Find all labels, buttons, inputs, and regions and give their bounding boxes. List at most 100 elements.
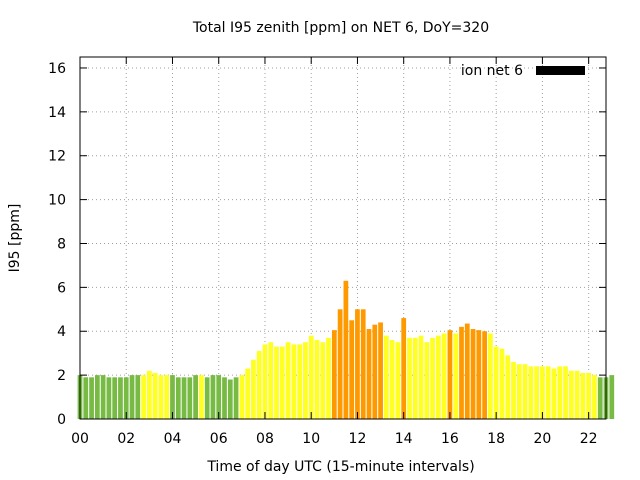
x-tick-label: 08 [256, 431, 274, 447]
bar [94, 375, 100, 419]
bar [227, 379, 233, 419]
bar [251, 359, 256, 419]
bar [303, 342, 308, 419]
bar [574, 370, 580, 419]
bar [89, 377, 94, 419]
plot-frame [79, 56, 607, 420]
bar [337, 309, 343, 419]
chart-title: Total I95 zenith [ppm] on NET 6, DoY=320 [192, 20, 489, 36]
bar [395, 342, 401, 419]
x-tick-label: 16 [441, 431, 459, 447]
bar [511, 361, 516, 419]
x-tick-label: 06 [210, 431, 228, 447]
bar [447, 330, 453, 419]
x-tick-label: 18 [487, 431, 505, 447]
bar [129, 375, 135, 419]
bar [441, 333, 447, 419]
bar [418, 335, 424, 419]
y-tick-label: 2 [57, 368, 66, 384]
bar [412, 337, 418, 419]
bar [493, 346, 499, 419]
bar [268, 342, 274, 419]
bar [389, 340, 395, 419]
bar [401, 318, 407, 419]
x-axis-label: Time of day UTC (15-minute intervals) [206, 459, 474, 475]
bar [459, 326, 464, 419]
bar [106, 377, 112, 419]
legend-swatch [536, 66, 585, 75]
bar [210, 375, 216, 419]
bar [551, 368, 557, 419]
bar [245, 368, 250, 419]
bar [528, 366, 534, 419]
bar [193, 375, 198, 419]
legend-label: ion net 6 [461, 63, 523, 79]
y-tick-label: 4 [57, 324, 66, 340]
bar [470, 329, 476, 419]
legend: ion net 6 [461, 63, 585, 79]
bar [222, 377, 227, 419]
bar [499, 348, 505, 419]
bar [453, 333, 459, 419]
x-tick-label: 12 [349, 431, 367, 447]
bar [580, 372, 586, 419]
bar [100, 375, 106, 419]
bar [545, 366, 551, 419]
bar [233, 377, 239, 419]
bar [609, 375, 615, 419]
bar [516, 364, 522, 419]
bar-series [77, 280, 615, 419]
bar [256, 350, 262, 419]
bar [482, 331, 487, 419]
bar [436, 335, 441, 419]
bar [597, 377, 603, 419]
bar [378, 322, 383, 419]
bar [505, 355, 511, 419]
y-axis-label: I95 [ppm] [7, 204, 23, 273]
bar [534, 366, 540, 419]
bar [343, 280, 349, 419]
bar [274, 346, 279, 419]
bar [83, 377, 89, 419]
bar [424, 342, 430, 419]
bar [297, 344, 303, 419]
x-tick-label: 04 [164, 431, 182, 447]
bar [118, 377, 123, 419]
y-axis-ticks: 0 2 4 6 8 10 12 14 16 [48, 61, 606, 428]
x-tick-label: 14 [395, 431, 413, 447]
bar [239, 375, 245, 419]
y-tick-label: 8 [57, 236, 66, 252]
bar [170, 375, 175, 419]
bar [372, 324, 378, 419]
bar [199, 375, 204, 419]
bar [123, 377, 129, 419]
bar [522, 364, 528, 419]
bar [320, 342, 326, 419]
bar [279, 346, 285, 419]
bar [540, 366, 545, 419]
bar [488, 333, 493, 419]
bar [112, 377, 118, 419]
bar [568, 370, 574, 419]
y-tick-label: 0 [57, 412, 66, 428]
bar [586, 372, 592, 419]
x-tick-label: 02 [117, 431, 135, 447]
y-tick-label: 12 [48, 149, 66, 165]
bar [135, 375, 141, 419]
x-tick-label: 22 [580, 431, 598, 447]
bar [349, 320, 355, 419]
bar [164, 375, 170, 419]
bar [563, 366, 568, 419]
y-tick-label: 6 [57, 280, 66, 296]
bar [360, 309, 366, 419]
x-axis-ticks: 00 02 04 06 08 10 12 14 16 18 20 22 [71, 57, 598, 447]
bar [464, 323, 470, 419]
bar [291, 344, 297, 419]
bar [557, 366, 563, 419]
x-tick-label: 00 [71, 431, 89, 447]
grid-lines [80, 57, 606, 419]
bar [331, 330, 337, 419]
bar [216, 375, 222, 419]
x-tick-label: 20 [534, 431, 552, 447]
